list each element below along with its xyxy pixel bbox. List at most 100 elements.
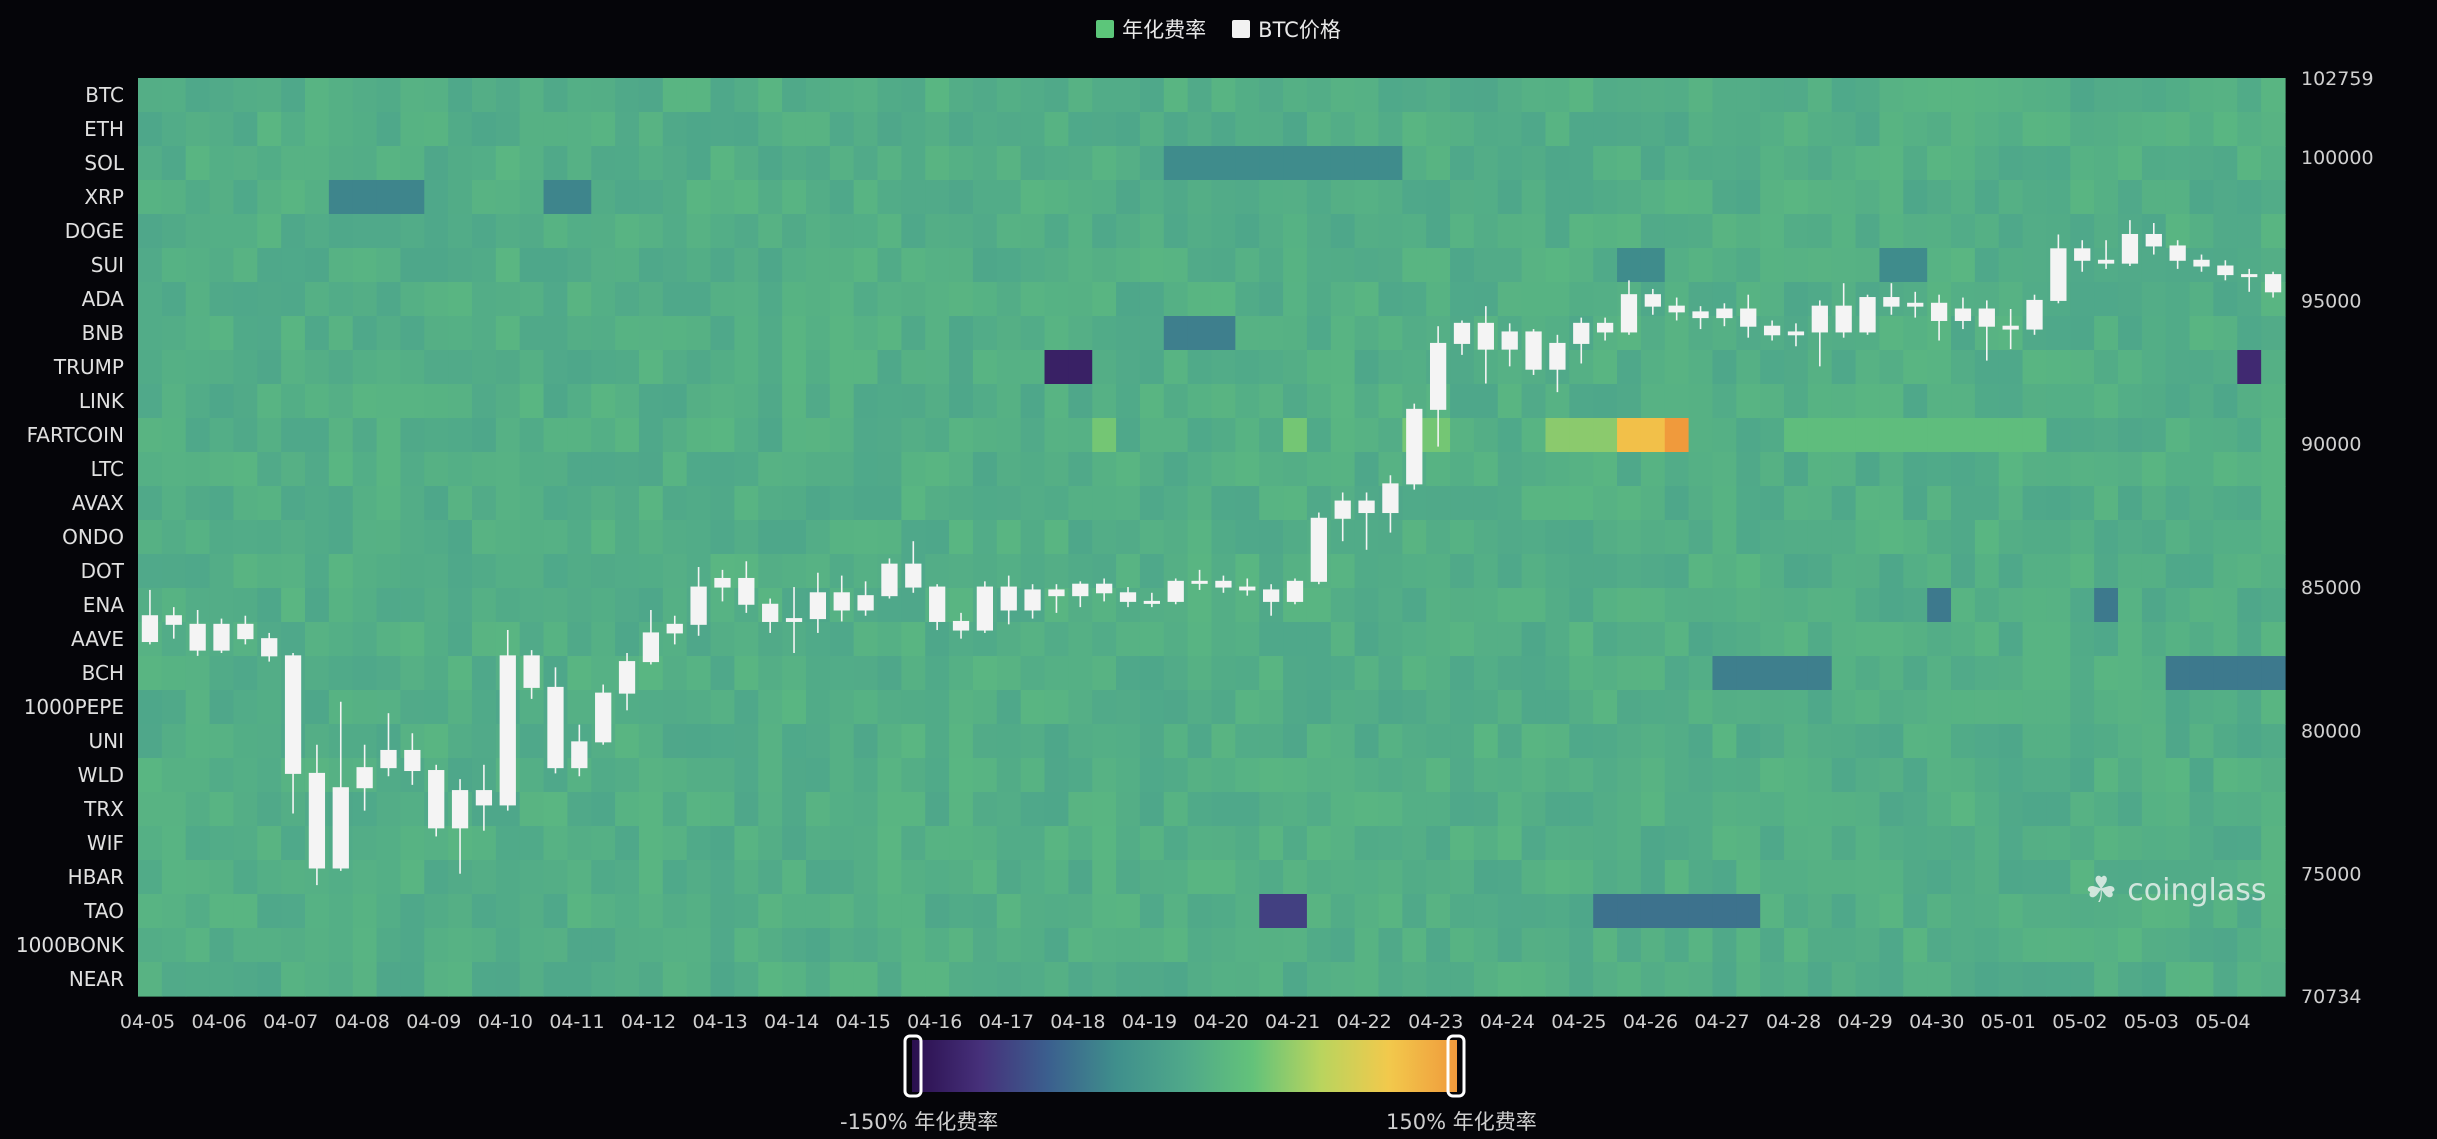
heatmap-cell xyxy=(1736,418,1761,453)
heatmap-cell xyxy=(877,316,902,351)
heatmap-cell xyxy=(1712,452,1737,487)
heatmap-cell xyxy=(471,350,497,385)
heatmap-cell xyxy=(949,112,974,147)
heatmap-cell xyxy=(2022,758,2048,793)
heatmap-cell xyxy=(1855,248,1881,283)
heatmap-cell xyxy=(591,316,616,351)
coin-label: WLD xyxy=(78,763,124,787)
heatmap-cell xyxy=(1712,656,1737,691)
heatmap-cell xyxy=(1426,214,1451,249)
heatmap-cell xyxy=(1163,792,1189,827)
heatmap-cell xyxy=(304,622,330,657)
heatmap-cell xyxy=(543,826,568,861)
date-label: 04-14 xyxy=(764,1011,819,1033)
heatmap-cell xyxy=(638,350,664,385)
heatmap-cell xyxy=(1402,826,1427,861)
heatmap-cell xyxy=(710,758,735,793)
heatmap-cell xyxy=(1974,758,2000,793)
heatmap-cell xyxy=(1807,180,1833,215)
heatmap-cell xyxy=(1664,554,1690,589)
heatmap-cell xyxy=(782,316,807,351)
heatmap-cell xyxy=(1927,554,1952,589)
heatmap-cell xyxy=(2070,724,2095,759)
heatmap-cell xyxy=(1974,690,2000,725)
heatmap-cell xyxy=(662,248,688,283)
heatmap-cell xyxy=(710,792,735,827)
heatmap-cell xyxy=(1354,690,1380,725)
heatmap-cell xyxy=(662,452,688,487)
heatmap-cell xyxy=(1330,282,1356,317)
heatmap-cell xyxy=(2046,112,2071,147)
heatmap-cell xyxy=(2022,520,2048,555)
heatmap-cell xyxy=(1879,248,1904,283)
heatmap-cell xyxy=(925,724,950,759)
heatmap-cell xyxy=(2141,622,2167,657)
heatmap-cell xyxy=(1092,520,1117,555)
heatmap-cell xyxy=(1593,180,1618,215)
heatmap-cell xyxy=(1092,894,1117,929)
heatmap-cell xyxy=(1688,384,1714,419)
heatmap-cell xyxy=(615,588,640,623)
heatmap-cell xyxy=(1927,724,1952,759)
heatmap-cell xyxy=(853,452,879,487)
heatmap-cell xyxy=(2165,554,2191,589)
candle-body xyxy=(2264,274,2282,293)
heatmap-cell xyxy=(972,792,998,827)
legend-item-price[interactable]: BTC价格 xyxy=(1232,14,1341,44)
heatmap-cell xyxy=(1116,520,1141,555)
heatmap-cell xyxy=(543,860,568,895)
heatmap-cell xyxy=(686,350,712,385)
heatmap-cell xyxy=(949,350,974,385)
heatmap-cell xyxy=(1879,316,1904,351)
heatmap-cell xyxy=(1354,180,1380,215)
heatmap-cell xyxy=(1187,180,1213,215)
heatmap-cell xyxy=(1879,758,1904,793)
heatmap-cell xyxy=(2046,928,2071,963)
heatmap-cell xyxy=(949,860,974,895)
heatmap-cell xyxy=(1569,452,1594,487)
heatmap-cell xyxy=(2022,418,2048,453)
heatmap-cell xyxy=(1760,724,1785,759)
heatmap-cell xyxy=(1092,78,1117,113)
heatmap-cell xyxy=(1163,418,1189,453)
heatmap-cell xyxy=(1402,282,1427,317)
legend-item-funding[interactable]: 年化费率 xyxy=(1096,14,1206,44)
date-label: 04-09 xyxy=(406,1011,461,1033)
candle-body xyxy=(1286,580,1304,602)
heatmap-cell xyxy=(1187,282,1213,317)
heatmap-cell xyxy=(543,520,568,555)
heatmap-cell xyxy=(1927,384,1952,419)
candle-body xyxy=(475,790,493,806)
heatmap-cell xyxy=(2022,962,2048,997)
heatmap-cell xyxy=(519,826,545,861)
heatmap-cell xyxy=(1593,826,1618,861)
heatmap-cell xyxy=(1259,316,1284,351)
heatmap-cell xyxy=(519,554,545,589)
heatmap-cell xyxy=(1640,350,1666,385)
heatmap-cell xyxy=(567,214,592,249)
date-label: 05-04 xyxy=(2195,1011,2250,1033)
visual-map-handle-max[interactable] xyxy=(1446,1034,1466,1098)
heatmap-cell xyxy=(233,894,258,929)
heatmap-cell xyxy=(1497,112,1523,147)
heatmap-cell xyxy=(1187,724,1213,759)
heatmap-cell xyxy=(1235,520,1260,555)
heatmap-cell xyxy=(877,418,902,453)
heatmap-cell xyxy=(471,520,497,555)
coin-label: TAO xyxy=(83,899,124,923)
heatmap-cell xyxy=(257,656,282,691)
heatmap-cell xyxy=(1569,724,1594,759)
heatmap-cell xyxy=(281,316,306,351)
heatmap-cell xyxy=(996,282,1022,317)
visual-map-handle-min[interactable] xyxy=(903,1034,923,1098)
heatmap-cell xyxy=(138,894,163,929)
heatmap-cell xyxy=(1807,894,1833,929)
heatmap-cell xyxy=(2165,486,2191,521)
heatmap-cell xyxy=(1545,248,1570,283)
heatmap-cell xyxy=(638,724,664,759)
heatmap-cell xyxy=(949,894,974,929)
heatmap-cell xyxy=(1974,180,2000,215)
heatmap-cell xyxy=(1664,520,1690,555)
heatmap-cell xyxy=(2141,282,2167,317)
heatmap-cell xyxy=(805,384,831,419)
